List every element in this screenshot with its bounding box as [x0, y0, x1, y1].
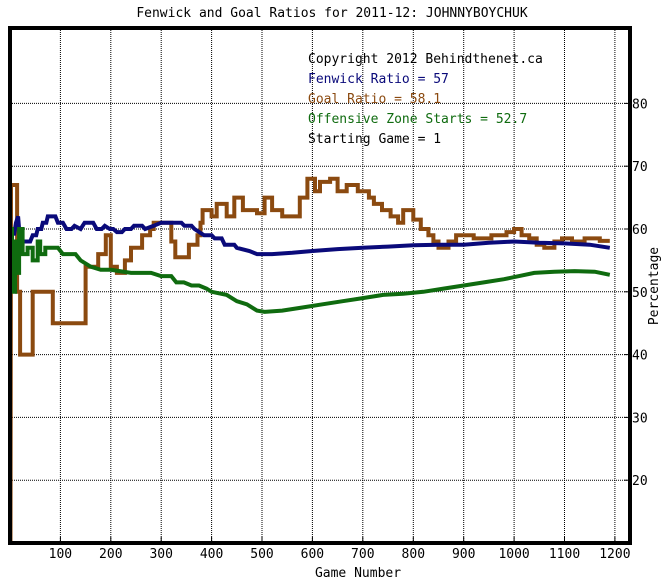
x-tick-label: 1200	[599, 547, 630, 562]
series-line-goal-ratio	[8, 176, 610, 544]
chart-title: Fenwick and Goal Ratios for 2011-12: JOH…	[136, 6, 528, 21]
series-layer	[8, 176, 611, 544]
x-tick-label: 800	[402, 547, 425, 562]
x-tick-label: 500	[250, 547, 273, 562]
y-tick-label: 80	[632, 97, 648, 112]
y-tick-label: 40	[632, 349, 648, 364]
series-line-offensive-zone-starts	[10, 227, 611, 314]
y-tick-label: 30	[632, 411, 648, 426]
x-axis-label: Game Number	[315, 566, 401, 580]
legend-entry: Starting Game = 1	[308, 132, 441, 147]
x-tick-label: 400	[200, 547, 223, 562]
x-tick-label: 900	[452, 547, 475, 562]
x-tick-label: 200	[99, 547, 122, 562]
y-axis-label: Percentage	[647, 247, 662, 325]
legend-entry: Copyright 2012 Behindthenet.ca	[308, 52, 543, 67]
legend: Copyright 2012 Behindthenet.ca Fenwick Ra…	[308, 52, 543, 147]
y-tick-label: 20	[632, 474, 648, 489]
legend-entry: Offensive Zone Starts = 52.7	[308, 112, 527, 127]
x-tick-label: 700	[351, 547, 374, 562]
y-tick-label: 70	[632, 160, 648, 175]
plot-frame	[8, 26, 632, 545]
x-tick-label: 1000	[498, 547, 529, 562]
y-tick-label: 60	[632, 223, 648, 238]
y-axis-ticks: 20 30 40 50 60 70 80	[624, 97, 648, 489]
legend-entry: Fenwick Ratio = 57	[308, 72, 449, 87]
y-tick-label: 50	[632, 286, 648, 301]
grid-lines	[10, 28, 630, 543]
x-tick-label: 600	[301, 547, 324, 562]
series-line-fenwick-ratio	[10, 214, 611, 257]
x-tick-label: 100	[49, 547, 72, 562]
x-tick-label: 300	[149, 547, 172, 562]
plot-background	[10, 28, 630, 543]
x-tick-label: 1100	[549, 547, 580, 562]
x-axis-ticks: 100 200 300 400 500 600 700 800 900 1000 1100 1200	[49, 537, 631, 562]
legend-entry: Goal Ratio = 58.1	[308, 92, 441, 107]
